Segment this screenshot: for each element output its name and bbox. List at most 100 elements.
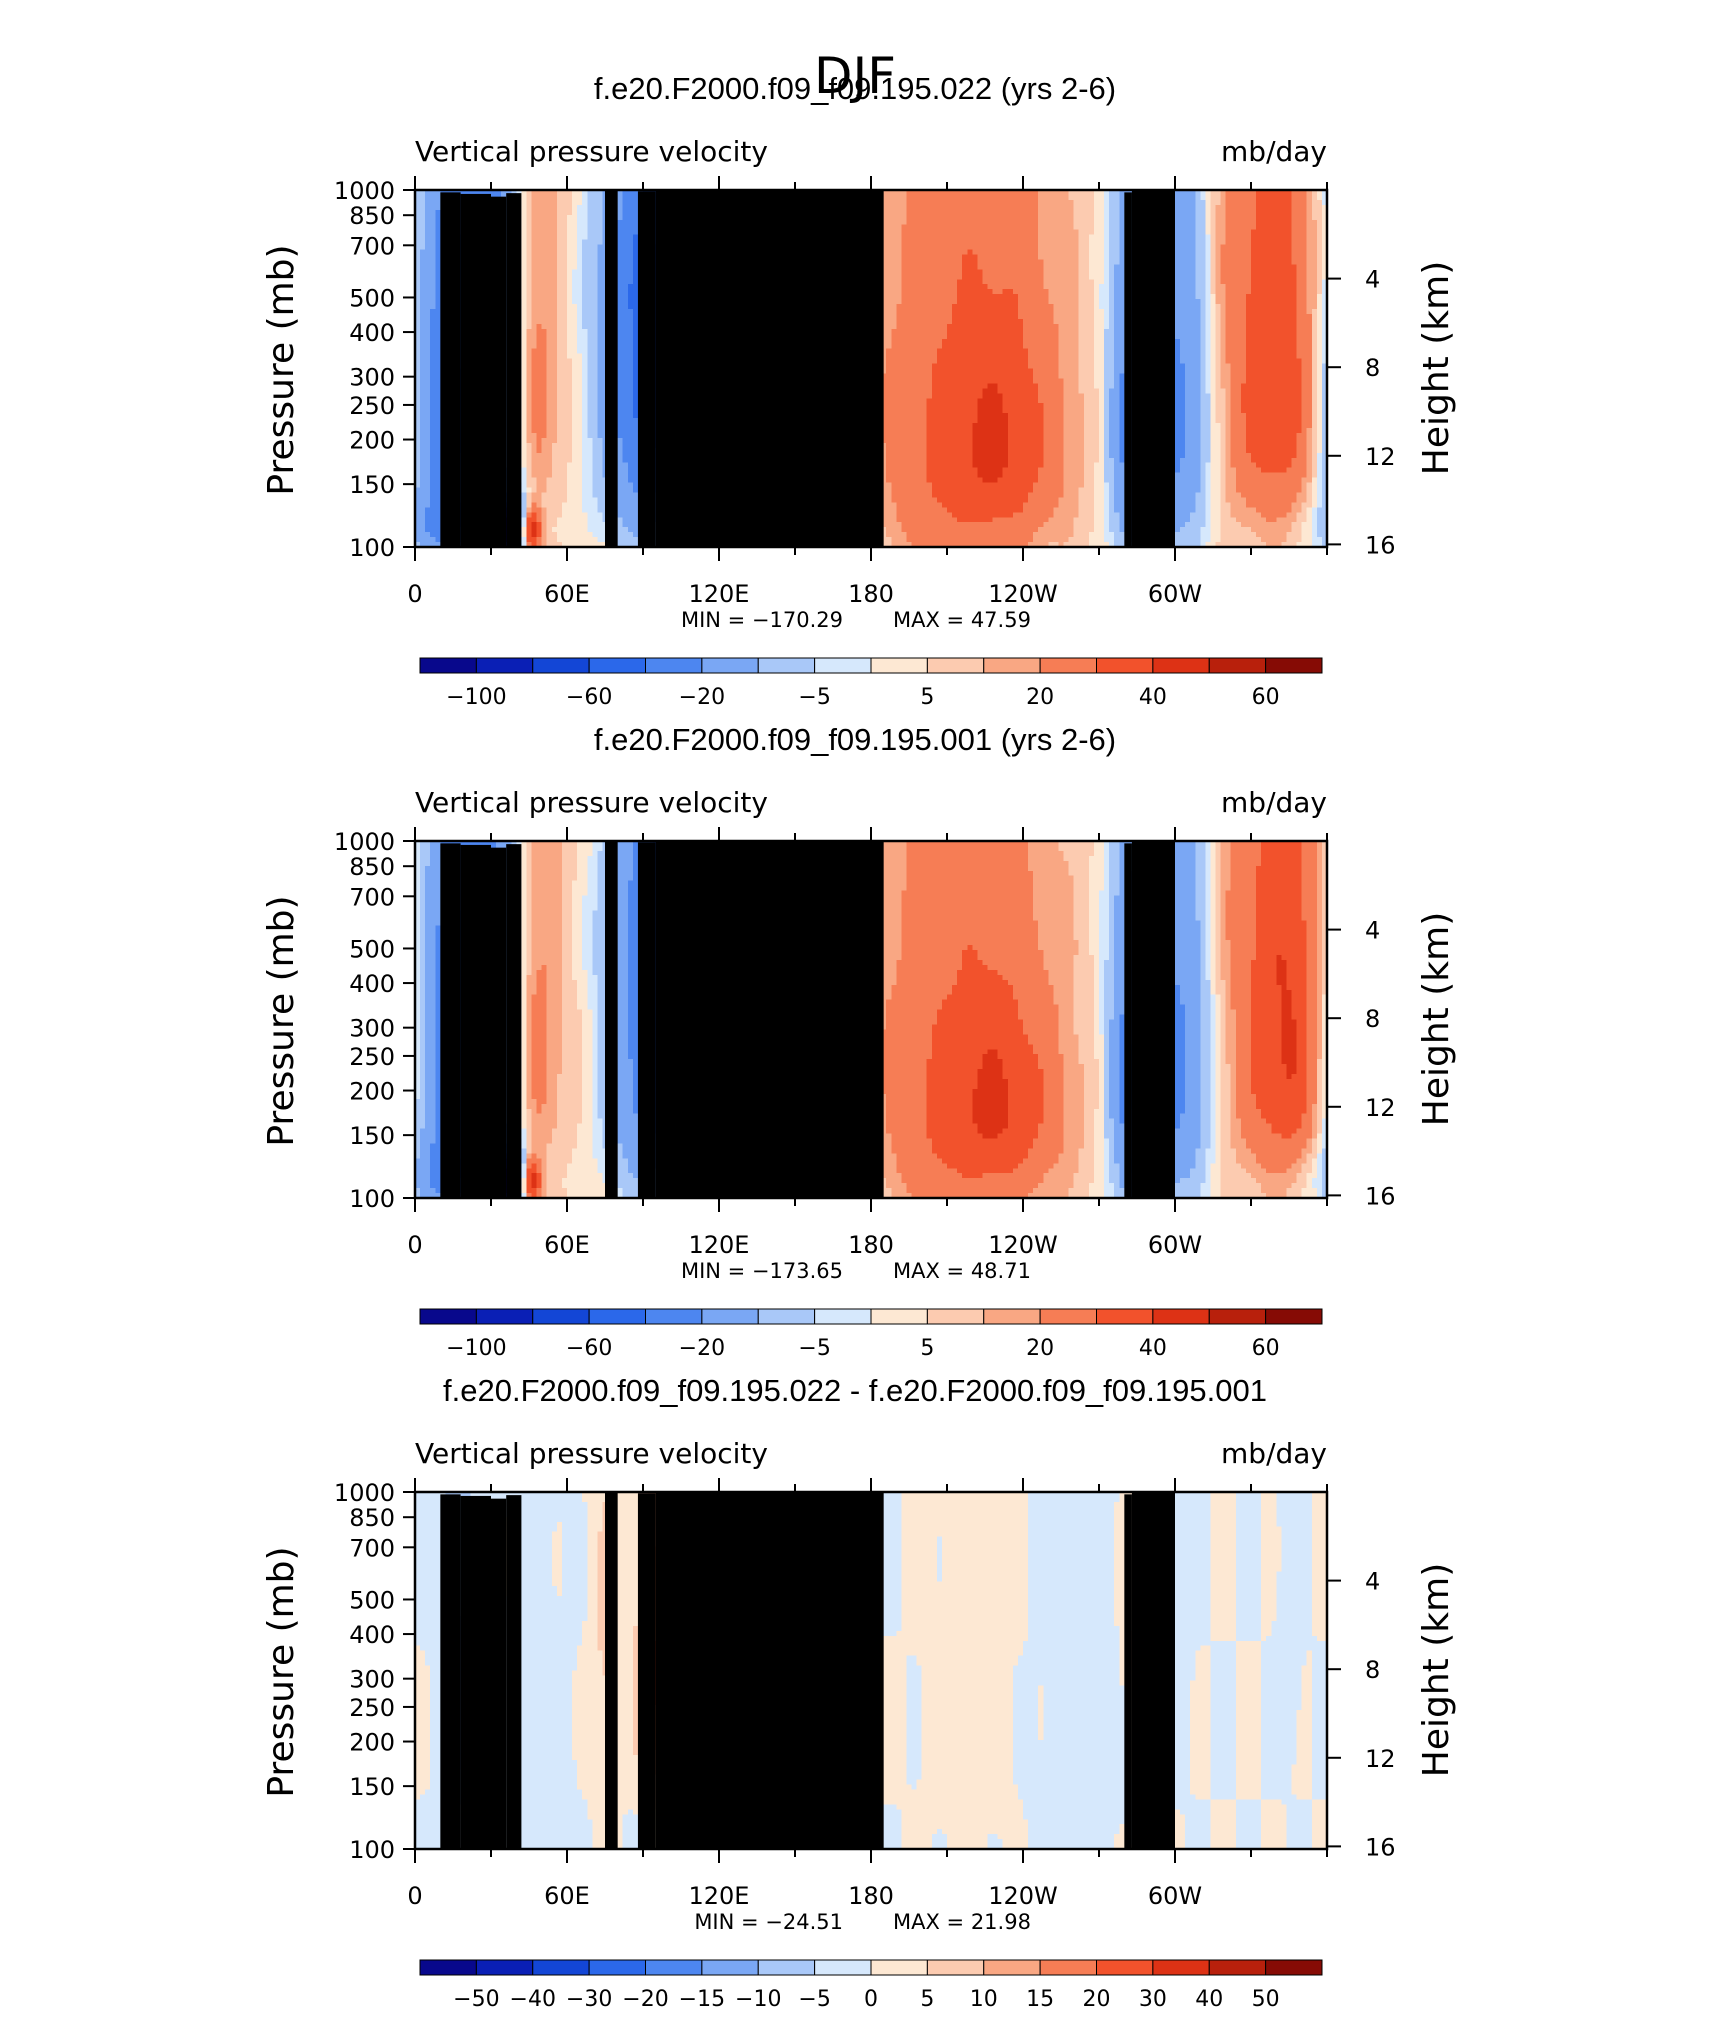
contour-cell xyxy=(1185,388,1201,394)
contour-cell xyxy=(1312,438,1318,444)
contour-cell xyxy=(1079,269,1090,275)
contour-cell xyxy=(532,925,563,931)
contour-cell xyxy=(1307,453,1313,459)
contour-cell xyxy=(1307,930,1318,936)
contour-cell xyxy=(521,945,527,951)
contour-cell xyxy=(526,537,537,543)
contour-cell xyxy=(521,935,527,941)
contour-cell xyxy=(1074,915,1090,921)
contour-cell xyxy=(532,488,538,494)
contour-cell xyxy=(1205,195,1211,201)
contour-cell xyxy=(972,458,1008,464)
contour-cell xyxy=(532,259,558,265)
contour-cell xyxy=(1317,319,1323,325)
contour-cell xyxy=(420,891,426,897)
contour-cell xyxy=(532,408,548,414)
contour-cell xyxy=(521,364,527,370)
contour-cell xyxy=(896,507,947,513)
contour-cell xyxy=(572,453,583,459)
contour-cell xyxy=(1200,398,1211,404)
contour-cell xyxy=(532,910,563,916)
contour-cell xyxy=(1210,935,1216,941)
contour-cell xyxy=(1226,354,1247,360)
contour-cell xyxy=(1104,502,1110,508)
contour-cell xyxy=(532,398,548,404)
contour-cell xyxy=(521,537,527,543)
contour-cell xyxy=(1221,527,1252,533)
contour-cell xyxy=(532,324,538,330)
contour-cell xyxy=(1307,517,1313,523)
contour-cell xyxy=(552,453,573,459)
contour-cell xyxy=(1312,373,1318,379)
contour-cell xyxy=(587,334,598,340)
contour-cell xyxy=(1079,230,1095,236)
panel-title: f.e20.F2000.f09_f09.195.001 (yrs 2-6) xyxy=(594,722,1116,757)
contour-cell xyxy=(1226,910,1257,916)
contour-cell xyxy=(521,403,527,409)
contour-cell xyxy=(1104,871,1110,877)
contour-cell xyxy=(1205,205,1211,211)
contour-cell xyxy=(420,354,431,360)
contour-cell xyxy=(521,433,527,439)
contour-cell xyxy=(1200,299,1206,305)
contour-cell xyxy=(1317,453,1323,459)
contour-cell xyxy=(1205,945,1211,951)
contour-cell xyxy=(1302,896,1318,902)
contour-cell xyxy=(1307,215,1313,221)
contour-cell xyxy=(526,403,532,409)
contour-cell xyxy=(1109,314,1115,320)
contour-cell xyxy=(542,522,548,528)
contour-cell xyxy=(952,309,1018,315)
contour-cell xyxy=(1312,195,1318,201)
contour-cell xyxy=(582,398,588,404)
contour-cell xyxy=(1109,881,1120,887)
contour-cell xyxy=(1297,269,1308,275)
contour-cell xyxy=(1099,443,1105,449)
contour-cell xyxy=(425,507,441,513)
contour-cell xyxy=(977,254,1038,260)
contour-cell xyxy=(587,344,598,350)
contour-cell xyxy=(557,319,568,325)
contour-cell xyxy=(1317,264,1323,270)
contour-cell xyxy=(1104,507,1110,513)
contour-cell xyxy=(557,393,573,399)
contour-cell xyxy=(415,235,426,241)
contour-cell xyxy=(1216,393,1227,399)
contour-cell xyxy=(1226,488,1237,494)
contour-cell xyxy=(526,205,532,211)
contour-cell xyxy=(1003,398,1039,404)
contour-cell xyxy=(430,433,441,439)
contour-cell xyxy=(1226,473,1237,479)
contour-cell xyxy=(1079,289,1095,295)
contour-cell xyxy=(1317,225,1323,231)
contour-cell xyxy=(1195,910,1206,916)
contour-cell xyxy=(1226,388,1232,394)
contour-cell xyxy=(430,349,441,355)
contour-cell xyxy=(420,955,426,961)
contour-cell xyxy=(526,443,532,449)
contour-cell xyxy=(1114,314,1125,320)
contour-cell xyxy=(577,871,588,877)
contour-cell xyxy=(521,483,527,489)
contour-cell xyxy=(896,309,952,315)
contour-cell xyxy=(1200,955,1206,961)
contour-cell xyxy=(1195,225,1206,231)
contour-cell xyxy=(1094,195,1105,201)
contour-cell xyxy=(1114,369,1125,375)
contour-cell xyxy=(1200,950,1206,956)
contour-cell xyxy=(577,861,588,867)
contour-cell xyxy=(1038,935,1074,941)
contour-cell xyxy=(1317,478,1323,484)
contour-cell xyxy=(1216,319,1222,325)
contour-cell xyxy=(526,339,537,345)
contour-cell xyxy=(582,492,593,498)
contour-cell xyxy=(592,468,603,474)
contour-cell xyxy=(420,383,431,389)
contour-cell xyxy=(425,925,436,931)
contour-cell xyxy=(532,901,563,907)
contour-cell xyxy=(1312,478,1318,484)
contour-cell xyxy=(1210,393,1216,399)
contour-cell xyxy=(1221,871,1232,877)
contour-cell xyxy=(562,846,578,852)
contour-cell xyxy=(1200,324,1206,330)
